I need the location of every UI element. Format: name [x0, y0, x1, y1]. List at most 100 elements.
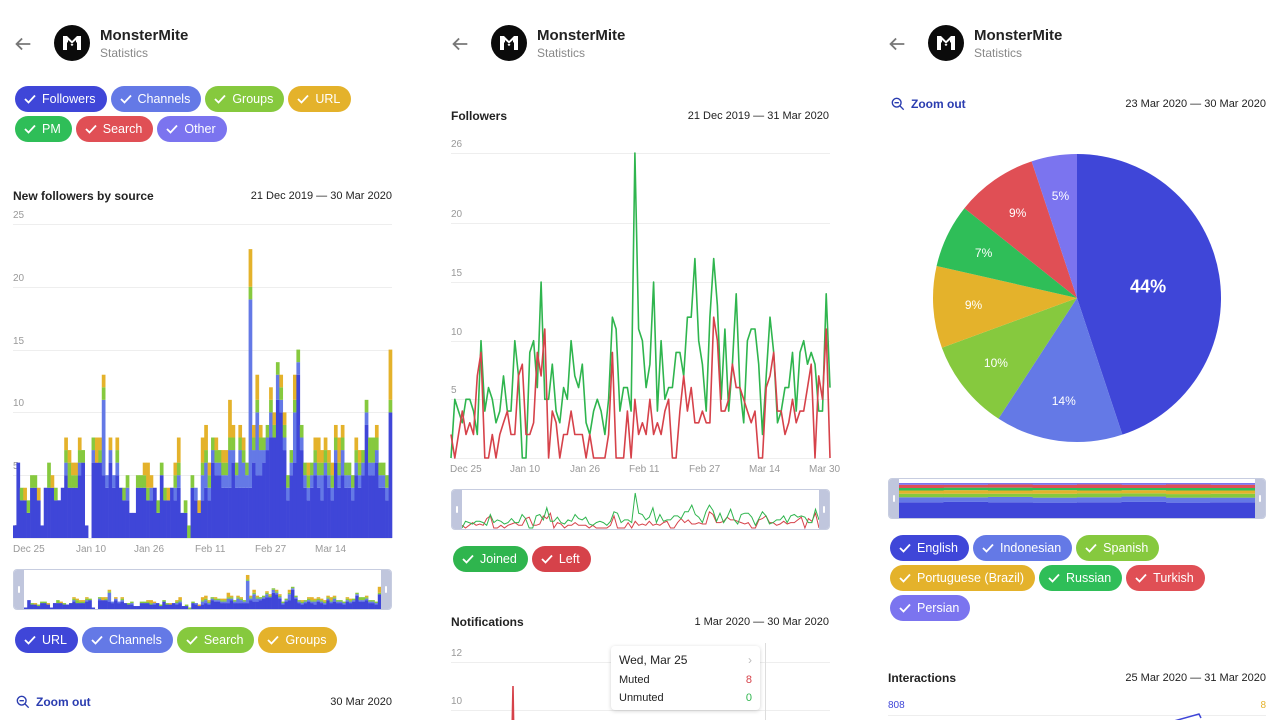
pie-slice-portuguese-brazil[interactable]: [933, 265, 1077, 348]
filter-chip-channels[interactable]: Channels: [110, 86, 202, 112]
bar-segment-url: [33, 487, 38, 538]
checkmark-icon: [899, 573, 911, 583]
chip-label: Portuguese (Brazil): [917, 571, 1024, 585]
bar-segment-url: [279, 412, 284, 538]
bar-segment-url: [142, 487, 147, 538]
mini-bar-segment: [278, 594, 282, 596]
bar-segment-search: [156, 500, 161, 513]
back-arrow-icon[interactable]: [12, 33, 34, 55]
bar-segment-url: [163, 500, 167, 538]
mini-bar-segment: [204, 595, 208, 599]
bar-segment-channels: [286, 487, 290, 501]
filter-chip-russian[interactable]: Russian: [1039, 565, 1123, 591]
pie-slice-spanish[interactable]: [941, 298, 1077, 419]
bar-segment-groups: [71, 462, 75, 476]
filter-chip-turkish[interactable]: Turkish: [1126, 565, 1205, 591]
range-handle-right[interactable]: [1255, 479, 1265, 518]
bar-segment-groups: [36, 487, 41, 501]
filter-chip-channels[interactable]: Channels: [82, 627, 173, 653]
filter-chip-search[interactable]: Search: [176, 627, 255, 653]
range-selector[interactable]: [451, 489, 830, 530]
bar-segment-search: [64, 450, 68, 463]
filter-chip-followers[interactable]: Followers: [15, 86, 107, 112]
filter-chip-left[interactable]: Left: [531, 546, 591, 572]
mini-bar-segment: [27, 600, 31, 609]
bar-segment-channels: [337, 475, 342, 488]
mini-area-segment: [1210, 490, 1256, 494]
bar-segment-groups: [108, 437, 113, 451]
range-handle-left[interactable]: [14, 570, 24, 609]
filter-chip-english[interactable]: English: [890, 535, 969, 561]
filter-chip-url[interactable]: URL: [15, 627, 79, 653]
mini-bar-segment: [126, 603, 131, 605]
mini-bar-segment: [274, 594, 279, 609]
languages-pie-chart[interactable]: 44% 14% 10% 9% 7% 9% 5%: [874, 140, 1280, 460]
filter-chip-other[interactable]: Other: [157, 116, 227, 142]
pie-slice-english[interactable]: [1077, 154, 1221, 435]
bar-segment-url: [183, 512, 188, 538]
x-axis-tick: Mar 30: [809, 464, 841, 475]
followers-line-chart[interactable]: 5 10 15 20 26 Dec 25 Jan 10 Jan 26 Feb 11 Feb 27 M…: [437, 130, 847, 480]
chevron-right-icon[interactable]: ›: [748, 653, 752, 667]
gridline: [451, 153, 830, 154]
x-axis-tick: Dec 25: [13, 544, 45, 555]
filter-chip-search[interactable]: Search: [75, 116, 154, 142]
mini-bar-segment: [43, 601, 47, 604]
range-selector[interactable]: [13, 569, 392, 610]
mini-area-segment: [899, 488, 944, 491]
mini-bar-segment: [72, 600, 76, 602]
filter-chip-spanish[interactable]: Spanish: [1076, 535, 1160, 561]
mini-bar-segment: [252, 601, 256, 609]
pie-slice-russian[interactable]: [936, 208, 1077, 298]
mini-bar-segment: [323, 601, 327, 604]
mini-area-segment: [943, 493, 989, 498]
pie-slice-persian[interactable]: [1031, 154, 1077, 298]
mini-bar-segment: [226, 603, 231, 609]
mini-bar-segment: [364, 600, 369, 609]
range-selector[interactable]: [888, 478, 1266, 519]
y-axis-tick: 5: [13, 461, 19, 473]
bar-segment-search: [238, 437, 243, 451]
y-axis-tick: 5: [451, 385, 457, 397]
filter-chip-persian[interactable]: Persian: [890, 595, 971, 621]
chip-label: Groups: [232, 92, 274, 106]
data-tooltip[interactable]: Wed, Mar 25 › Muted 8 Unmuted 0: [611, 646, 760, 710]
mini-bar-segment: [65, 604, 70, 609]
range-handle-left[interactable]: [889, 479, 899, 518]
mini-area-segment: [899, 502, 944, 518]
chip-label: Followers: [42, 92, 96, 106]
bar-segment-url: [374, 462, 379, 538]
range-handle-left[interactable]: [452, 490, 462, 529]
mini-bar-segment: [78, 601, 83, 604]
filter-chip-url[interactable]: URL: [288, 86, 352, 112]
checkmark-icon: [186, 635, 198, 645]
filter-chip-indonesian[interactable]: Indonesian: [973, 535, 1073, 561]
pie-slice-turkish[interactable]: [964, 161, 1077, 298]
bar-segment-channels: [248, 299, 253, 488]
back-arrow-icon[interactable]: [449, 33, 471, 55]
mini-area-segment: [1210, 502, 1256, 518]
pie-slice-indonesian[interactable]: [998, 298, 1123, 443]
filter-chip-joined[interactable]: Joined: [453, 546, 528, 572]
zoom-out-button[interactable]: Zoom out: [16, 695, 91, 709]
range-handle-right[interactable]: [819, 490, 829, 529]
bar-segment-channels: [228, 450, 232, 488]
filter-chip-groups[interactable]: Groups: [205, 86, 285, 112]
mini-bar-segment: [268, 597, 272, 609]
range-handle-right[interactable]: [381, 570, 391, 609]
lines: [450, 152, 831, 459]
bar-segment-search: [98, 450, 103, 463]
bar-segment-channels: [252, 450, 256, 463]
filter-chip-pm[interactable]: PM: [15, 116, 72, 142]
filter-chip-portuguese-brazil[interactable]: Portuguese (Brazil): [890, 565, 1035, 591]
mini-bar-segment: [104, 600, 108, 609]
mini-area-segment: [1077, 483, 1122, 485]
checkmark-icon: [899, 543, 911, 553]
zoom-out-button[interactable]: Zoom out: [891, 97, 966, 111]
bar-segment-channels: [193, 487, 198, 501]
back-arrow-icon[interactable]: [886, 33, 908, 55]
gridline: [13, 286, 392, 288]
bar-segment-search: [47, 462, 51, 488]
filter-chip-groups[interactable]: Groups: [258, 627, 338, 653]
